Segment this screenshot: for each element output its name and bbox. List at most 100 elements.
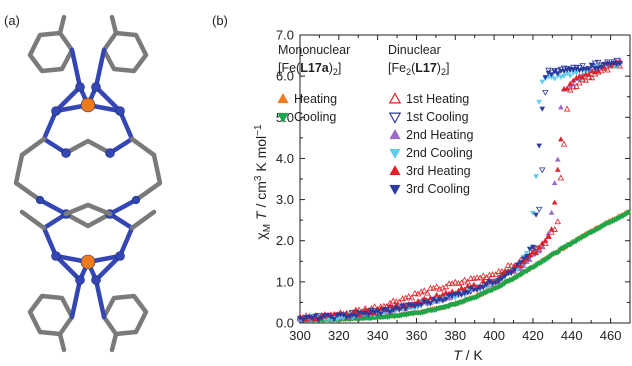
data-point	[567, 80, 574, 86]
y-tick-label: 0.0	[276, 316, 294, 331]
y-tick-label: 2.0	[276, 233, 294, 248]
data-point	[371, 309, 378, 315]
data-point	[433, 291, 440, 297]
panel-label-b: (b)	[212, 13, 228, 28]
data-point	[440, 298, 446, 304]
data-point	[554, 166, 561, 172]
bond	[63, 211, 113, 229]
atom	[131, 195, 141, 205]
data-point	[415, 298, 421, 304]
data-point	[576, 68, 583, 74]
legend-di-2nd-heating-label: 2nd Heating	[406, 128, 473, 142]
data-point	[539, 79, 546, 85]
atom	[80, 97, 96, 113]
data-point	[523, 251, 530, 257]
y-axis-sub-m: M	[262, 224, 273, 232]
legend-mono-heating-label: Heating	[294, 92, 337, 106]
y-tick-labels: 0.01.02.03.04.05.06.07.0	[276, 28, 294, 331]
data-point	[582, 76, 589, 83]
data-point	[586, 71, 592, 77]
bond	[107, 197, 139, 217]
atom	[35, 195, 45, 205]
data-points	[296, 56, 632, 325]
legend-di-1st-cooling-label: 1st Cooling	[406, 110, 469, 124]
bond	[27, 293, 75, 337]
bond	[27, 30, 75, 74]
legend-markers	[277, 92, 402, 196]
data-point	[554, 156, 561, 162]
data-point	[387, 302, 393, 308]
data-point	[471, 281, 477, 287]
data-point	[533, 212, 539, 218]
x-tick-label: 440	[561, 328, 583, 343]
x-tick-label: 320	[328, 328, 350, 343]
legend-marker	[277, 112, 289, 124]
series-heating	[297, 208, 632, 323]
atom	[105, 148, 115, 158]
data-point	[523, 254, 530, 260]
data-point	[381, 307, 387, 313]
data-point	[474, 287, 480, 293]
data-point	[616, 62, 624, 69]
data-point	[586, 67, 592, 73]
data-point	[433, 283, 440, 290]
data-point	[563, 105, 571, 112]
bond	[37, 197, 69, 217]
data-point	[595, 65, 601, 71]
data-point	[492, 280, 499, 286]
data-point	[489, 271, 496, 277]
legend-marker	[388, 92, 402, 104]
atom	[51, 251, 61, 261]
atom	[91, 275, 101, 285]
legend-mono-header: Mononuclear	[278, 43, 350, 57]
data-point	[576, 79, 583, 86]
x-axis-title: T / K	[453, 347, 483, 363]
bond	[101, 30, 149, 74]
data-point	[334, 312, 341, 318]
bond	[93, 84, 135, 156]
data-point	[576, 73, 583, 79]
bond	[19, 209, 47, 231]
data-point	[331, 316, 337, 322]
legend-mono-cooling-label: Cooling	[294, 110, 336, 124]
data-point	[480, 278, 487, 284]
data-point	[449, 293, 456, 299]
legend-di-3rd-cooling-label: 3rd Cooling	[406, 182, 470, 196]
data-point	[427, 284, 434, 291]
data-point	[607, 61, 614, 67]
data-point	[517, 260, 524, 266]
legend-marker	[389, 164, 401, 176]
bond	[129, 209, 157, 231]
data-point	[424, 289, 431, 296]
data-point	[558, 104, 564, 110]
atom	[80, 254, 96, 270]
x-tick-labels: 300 320 340 360 380 400 420 440 460	[289, 328, 621, 343]
data-point	[536, 143, 542, 149]
data-point	[539, 106, 546, 112]
data-point	[588, 74, 596, 81]
data-point	[315, 317, 322, 323]
data-point	[548, 72, 555, 78]
data-point	[427, 301, 434, 307]
data-point	[343, 315, 350, 321]
data-point	[579, 67, 586, 73]
data-point	[300, 317, 306, 323]
series-3rd-cooling	[297, 61, 623, 323]
data-point	[411, 289, 419, 296]
data-point	[442, 283, 450, 290]
data-point	[492, 271, 499, 278]
atom	[51, 106, 61, 116]
data-point	[554, 218, 562, 225]
bond	[129, 136, 157, 158]
data-point	[542, 75, 549, 81]
data-point	[495, 268, 503, 274]
data-point	[579, 74, 586, 80]
data-point	[402, 306, 409, 312]
data-point	[561, 68, 567, 75]
y-tick-label: 6.0	[276, 69, 294, 84]
data-point	[480, 272, 487, 279]
legend-marker	[388, 112, 402, 124]
data-point	[461, 290, 468, 296]
atom	[91, 82, 101, 92]
